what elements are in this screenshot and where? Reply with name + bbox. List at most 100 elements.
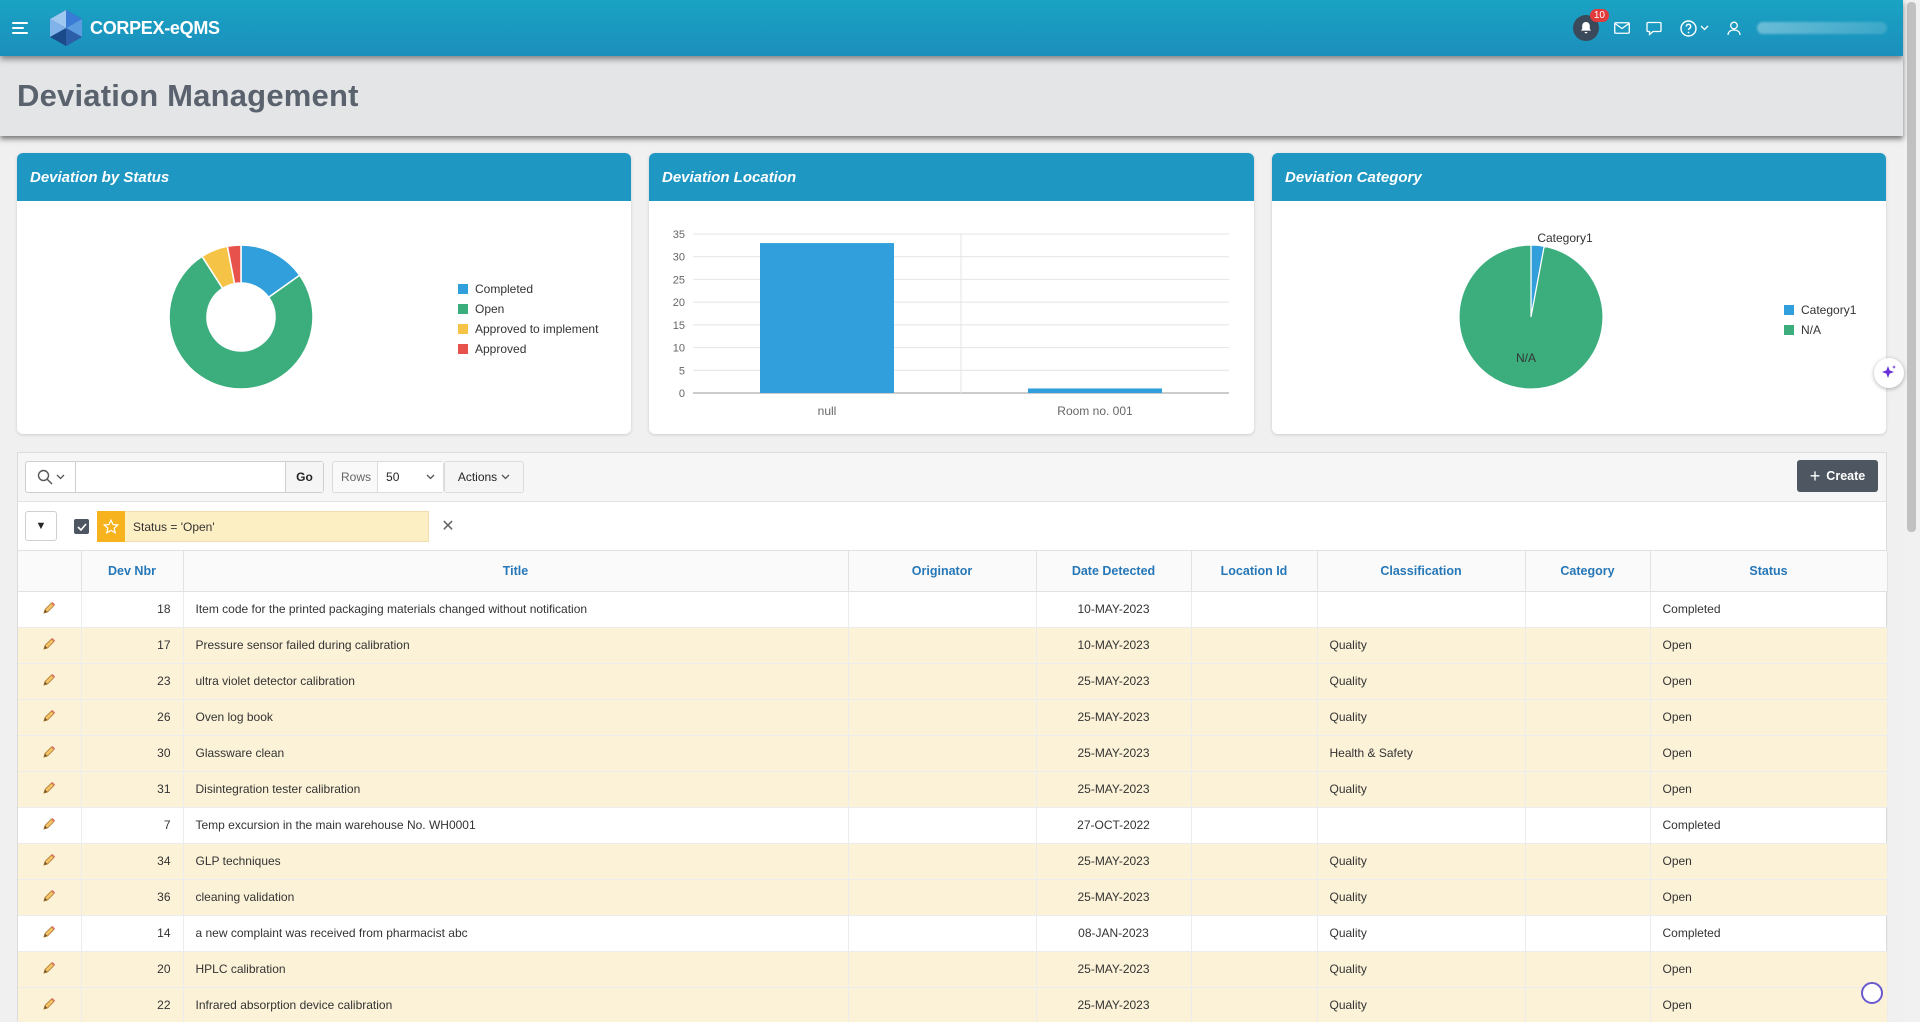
- slice-label: Category1: [1537, 231, 1593, 245]
- legend-item[interactable]: Completed: [458, 279, 598, 299]
- actions-label: Actions: [457, 470, 498, 484]
- edit-link[interactable]: [18, 987, 82, 1022]
- column-header[interactable]: Date Detected: [1036, 551, 1192, 592]
- cell-title: a new complaint was received from pharma…: [183, 915, 849, 952]
- column-header[interactable]: Status: [1650, 551, 1888, 592]
- cell-category: [1525, 951, 1651, 988]
- app-logo[interactable]: [46, 8, 86, 48]
- deviations-table: Dev Nbr Title Originator Date Detected L…: [18, 551, 1888, 1022]
- scrollbar-thumb[interactable]: [1907, 2, 1916, 532]
- ai-assistant-button[interactable]: [1874, 358, 1904, 388]
- chevron-down-icon: [501, 474, 510, 480]
- user-name-blurred[interactable]: [1757, 22, 1887, 34]
- help-menu-button[interactable]: [1677, 19, 1711, 37]
- search-column-menu-button[interactable]: [26, 462, 76, 492]
- cell-originator: [848, 735, 1037, 772]
- edit-link[interactable]: [18, 807, 82, 844]
- mail-icon[interactable]: [1613, 19, 1631, 37]
- cell-status: Open: [1650, 951, 1888, 988]
- legend-item[interactable]: Category1: [1784, 300, 1856, 320]
- cell-nbr: 7: [81, 807, 184, 844]
- column-header[interactable]: Location Id: [1191, 551, 1318, 592]
- table-row[interactable]: 7 Temp excursion in the main warehouse No…: [18, 807, 1888, 844]
- pencil-icon: [43, 853, 56, 866]
- create-button[interactable]: + Create: [1797, 460, 1878, 492]
- table-row[interactable]: 31 Disintegration tester calibration 25-MA…: [18, 771, 1888, 808]
- table-row[interactable]: 17 Pressure sensor failed during calibrat…: [18, 627, 1888, 664]
- cell-title: GLP techniques: [183, 843, 849, 880]
- bar-null[interactable]: [760, 243, 894, 393]
- actions-menu-button[interactable]: Actions: [444, 461, 524, 493]
- filter-chip[interactable]: Status = 'Open': [97, 511, 429, 542]
- column-header[interactable]: Originator: [848, 551, 1037, 592]
- rows-label: Rows: [341, 470, 372, 484]
- edit-link[interactable]: [18, 771, 82, 808]
- table-row[interactable]: 20 HPLC calibration 25-MAY-2023 Quality Open: [18, 951, 1888, 988]
- donut-slice-approved[interactable]: [226, 244, 242, 285]
- remove-filter-icon[interactable]: ✕: [441, 518, 455, 535]
- cell-category: [1525, 987, 1651, 1022]
- category-pie-chart: Category1 N/A: [1458, 231, 1604, 390]
- app-title[interactable]: CORPEX-eQMS: [90, 17, 220, 38]
- cell-classification: Quality: [1317, 987, 1526, 1022]
- page-scrollbar[interactable]: [1903, 0, 1920, 1022]
- collapse-filters-button[interactable]: ▼: [25, 511, 57, 541]
- cell-status: Open: [1650, 699, 1888, 736]
- legend-swatch: [1784, 305, 1794, 315]
- cell-classification: Quality: [1317, 915, 1526, 952]
- cell-classification: Quality: [1317, 771, 1526, 808]
- notifications-button[interactable]: 10: [1573, 9, 1609, 41]
- cell-title: Glassware clean: [183, 735, 849, 772]
- table-row[interactable]: 30 Glassware clean 25-MAY-2023 Health & Saf…: [18, 735, 1888, 772]
- card-title: Deviation by Status: [17, 153, 631, 201]
- table-row[interactable]: 23 ultra violet detector calibration 25-MA…: [18, 663, 1888, 700]
- column-header[interactable]: Category: [1525, 551, 1651, 592]
- table-row[interactable]: 14 a new complaint was received from phar…: [18, 915, 1888, 952]
- table-row[interactable]: 36 cleaning validation 25-MAY-2023 Quality O…: [18, 879, 1888, 916]
- legend-item[interactable]: N/A: [1784, 320, 1856, 340]
- status-donut-chart: [168, 244, 314, 390]
- menu-toggle-icon[interactable]: [12, 16, 36, 40]
- user-icon[interactable]: [1725, 19, 1743, 37]
- column-header[interactable]: Title: [183, 551, 849, 592]
- table-row[interactable]: 22 Infrared absorption device calibration…: [18, 987, 1888, 1022]
- column-header[interactable]: Classification: [1317, 551, 1526, 592]
- edit-link[interactable]: [18, 663, 82, 700]
- edit-link[interactable]: [18, 699, 82, 736]
- chatbot-icon[interactable]: [1861, 982, 1883, 1004]
- edit-link[interactable]: [18, 591, 82, 628]
- cell-nbr: 14: [81, 915, 184, 952]
- edit-link[interactable]: [18, 951, 82, 988]
- chat-icon[interactable]: [1645, 19, 1663, 37]
- table-row[interactable]: 34 GLP techniques 25-MAY-2023 Quality Open: [18, 843, 1888, 880]
- cell-category: [1525, 843, 1651, 880]
- table-row[interactable]: 26 Oven log book 25-MAY-2023 Quality Open: [18, 699, 1888, 736]
- legend-item[interactable]: Approved to implement: [458, 319, 598, 339]
- column-header[interactable]: Dev Nbr: [81, 551, 184, 592]
- edit-link[interactable]: [18, 843, 82, 880]
- legend-item[interactable]: Open: [458, 299, 598, 319]
- cell-classification: Quality: [1317, 627, 1526, 664]
- edit-link[interactable]: [18, 879, 82, 916]
- deviation-by-status-card: Deviation by Status Completed Open Approve…: [17, 153, 631, 434]
- edit-link[interactable]: [18, 915, 82, 952]
- filter-enabled-checkbox[interactable]: [74, 519, 89, 534]
- donut-slice-open[interactable]: [168, 255, 314, 390]
- cell-originator: [848, 591, 1037, 628]
- rows-per-page-select[interactable]: 50: [377, 462, 444, 492]
- pie-slice-n-a[interactable]: [1458, 244, 1604, 390]
- table-row[interactable]: 18 Item code for the printed packaging ma…: [18, 591, 1888, 628]
- legend-item[interactable]: Approved: [458, 339, 598, 359]
- bar-room-no-001[interactable]: [1028, 388, 1162, 393]
- cell-nbr: 22: [81, 987, 184, 1022]
- go-button[interactable]: Go: [285, 462, 323, 492]
- edit-link[interactable]: [18, 627, 82, 664]
- pencil-icon: [43, 781, 56, 794]
- pencil-icon: [43, 925, 56, 938]
- cell-date: 25-MAY-2023: [1036, 987, 1192, 1022]
- search-input[interactable]: [76, 462, 285, 492]
- pencil-icon: [43, 601, 56, 614]
- cell-status: Completed: [1650, 915, 1888, 952]
- edit-link[interactable]: [18, 735, 82, 772]
- edit-column-header: [18, 551, 82, 592]
